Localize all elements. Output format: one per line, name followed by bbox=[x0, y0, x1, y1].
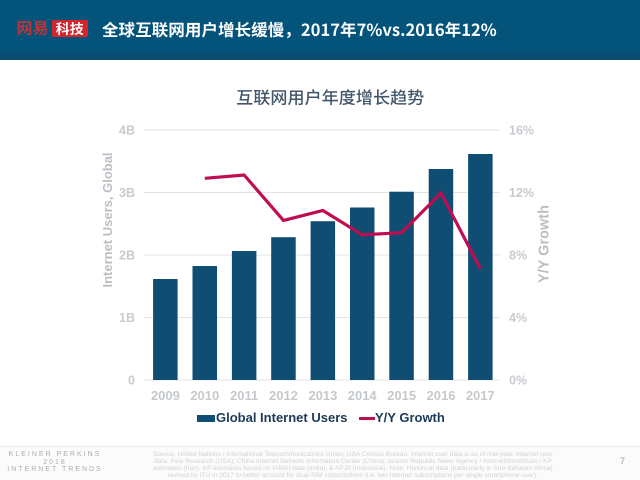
svg-text:0: 0 bbox=[128, 374, 135, 388]
svg-text:2B: 2B bbox=[119, 249, 135, 263]
svg-text:2011: 2011 bbox=[230, 388, 258, 403]
svg-text:2013: 2013 bbox=[308, 388, 337, 403]
svg-text:12%: 12% bbox=[509, 186, 534, 200]
svg-text:16%: 16% bbox=[509, 124, 534, 138]
svg-text:3B: 3B bbox=[119, 186, 135, 200]
svg-text:2010: 2010 bbox=[190, 388, 219, 403]
svg-text:4%: 4% bbox=[509, 311, 527, 325]
svg-text:2016: 2016 bbox=[427, 388, 456, 403]
svg-text:2014: 2014 bbox=[348, 388, 378, 403]
svg-text:Y/Y Growth: Y/Y Growth bbox=[536, 205, 552, 283]
svg-text:2017: 2017 bbox=[466, 388, 495, 403]
svg-text:8%: 8% bbox=[509, 249, 527, 263]
svg-text:0%: 0% bbox=[509, 374, 527, 388]
svg-text:Internet Users, Global: Internet Users, Global bbox=[100, 152, 115, 287]
svg-text:2015: 2015 bbox=[387, 388, 416, 403]
svg-text:1B: 1B bbox=[119, 311, 135, 325]
svg-text:4B: 4B bbox=[119, 124, 135, 138]
svg-text:2012: 2012 bbox=[269, 388, 298, 403]
svg-text:2009: 2009 bbox=[151, 388, 180, 403]
